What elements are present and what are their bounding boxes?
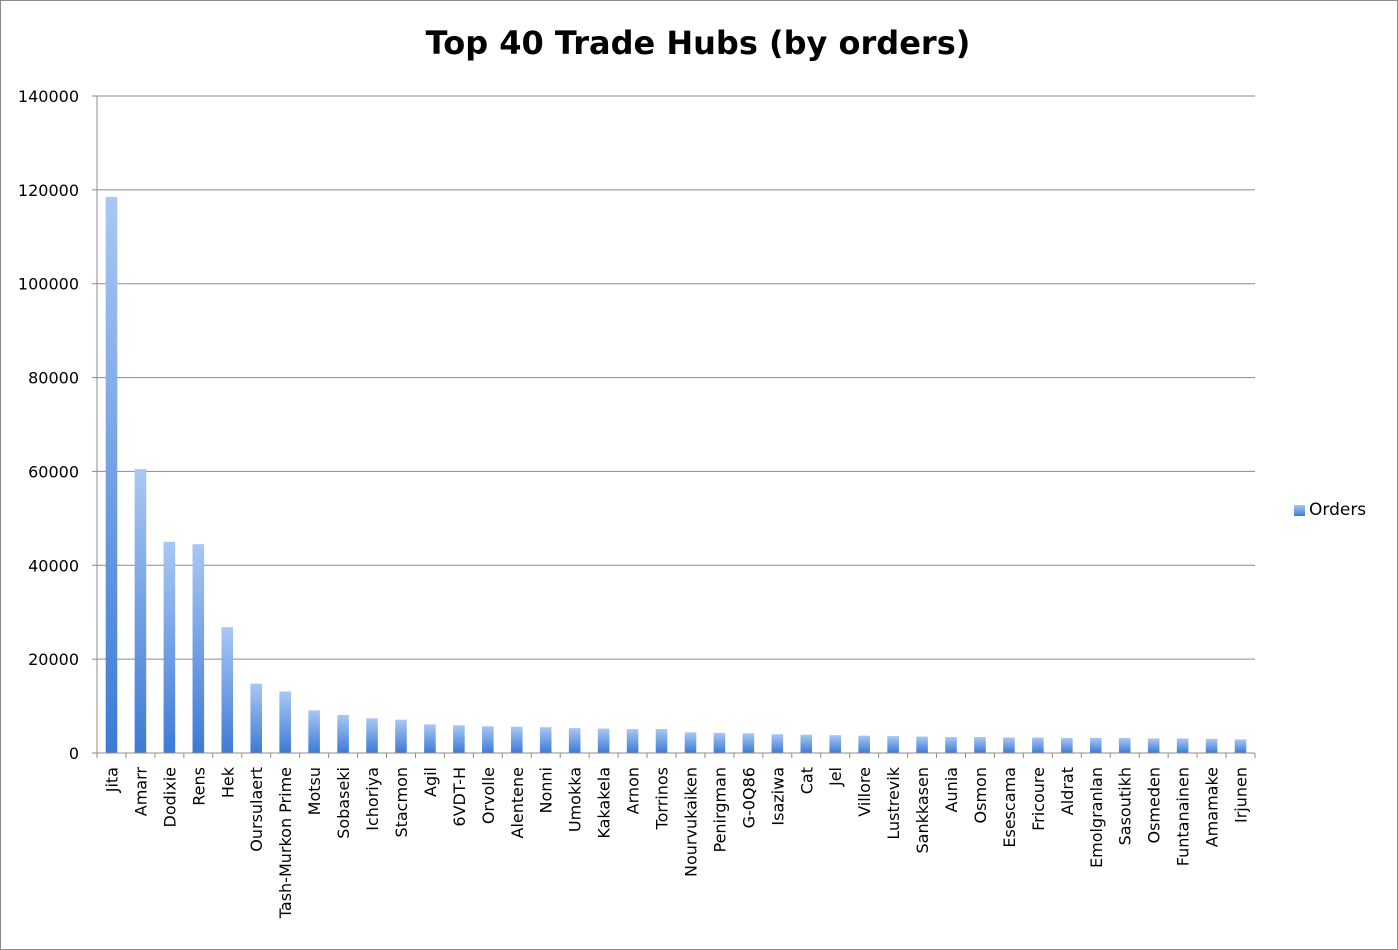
x-tick-label: Amarr (131, 767, 150, 817)
x-tick-label: Villore (855, 767, 874, 817)
bar-motsu (308, 710, 320, 753)
bar-stacmon (395, 719, 407, 753)
bar-amarr (134, 469, 147, 753)
x-tick-label: Rens (189, 767, 208, 806)
x-tick-label: Irjunen (1232, 767, 1251, 823)
bar-nonni (539, 727, 552, 753)
bar-amamake (1205, 738, 1218, 753)
x-tick-label: Sasoutikh (1116, 767, 1135, 845)
bar-jita (105, 196, 118, 753)
bar-umokka (568, 728, 581, 753)
y-axis: 0 20000 40000 60000 80000 100000 120000 140000 (18, 87, 98, 763)
gridlines (97, 95, 1255, 660)
x-tick-label: Esescama (1000, 767, 1019, 848)
x-tick-label: Osmeden (1145, 767, 1164, 844)
x-tick-label: Kakakela (595, 767, 614, 839)
y-tick-label: 140000 (18, 87, 79, 106)
bar-fricoure (1032, 737, 1044, 753)
x-tick-label: Osmon (971, 767, 990, 823)
y-tick-label: 60000 (28, 462, 79, 481)
bar-cat (800, 734, 813, 753)
x-tick-label: Amamake (1203, 767, 1222, 847)
x-tick-label: Emolgranlan (1087, 767, 1106, 868)
y-tick-label: 0 (69, 744, 79, 763)
x-tick-label: Motsu (305, 767, 324, 815)
x-tick-label: Isaziwa (768, 767, 787, 826)
y-tick-label: 120000 (18, 181, 79, 200)
x-tick-label: Nonni (537, 767, 556, 813)
x-tick-label: Aldrat (1058, 767, 1077, 815)
x-tick-label: Hek (218, 766, 237, 798)
bar-sankkasen (916, 736, 928, 753)
x-tick-label: Stacmon (392, 767, 411, 838)
x-tick-label: Orvolle (479, 767, 498, 824)
x-axis: Jita Amarr Dodixie Rens Hek Oursulaert Tash-Mu… (96, 752, 1256, 919)
legend: Orders (1294, 500, 1366, 520)
legend-label-orders: Orders (1309, 500, 1367, 520)
bar-osmeden (1147, 738, 1160, 753)
x-tick-label: Torrinos (653, 767, 672, 830)
y-tick-label: 80000 (28, 369, 79, 388)
bars (105, 196, 1247, 753)
x-tick-label: Fricoure (1029, 767, 1048, 831)
bar-aldrat (1061, 737, 1073, 753)
bar-rens (192, 544, 205, 753)
x-tick-label: Dodixie (160, 767, 179, 827)
bar-irjunen (1234, 739, 1247, 753)
bar-osmon (974, 737, 986, 753)
x-tick-label: Lustrevik (884, 766, 903, 839)
bar-aunia (945, 737, 957, 753)
bar-jel (829, 735, 842, 753)
bar-oursulaert (250, 683, 263, 753)
bar-g-0q86 (742, 733, 755, 753)
bar-villore (858, 735, 870, 753)
bar-agil (424, 724, 436, 753)
x-tick-label: Alentene (508, 767, 527, 838)
x-tick-label: 6VDT-H (450, 767, 469, 827)
y-tick-label: 100000 (18, 275, 79, 294)
y-tick-label: 20000 (28, 650, 79, 669)
bar-dodixie (163, 541, 176, 753)
x-tick-label: Funtanainen (1174, 767, 1193, 866)
x-tick-label: Umokka (566, 767, 585, 832)
x-tick-label: Arnon (624, 767, 643, 814)
y-tick-label: 40000 (28, 556, 79, 575)
bar-isaziwa (771, 734, 784, 753)
bar-kakakela (597, 728, 610, 753)
x-tick-label: Nourvukaiken (681, 767, 700, 877)
x-tick-label: Ichoriya (363, 767, 382, 831)
x-tick-label: Sankkasen (913, 767, 932, 853)
x-tick-label: Penirgman (710, 767, 729, 853)
chart-title: Top 40 Trade Hubs (by orders) (425, 24, 971, 62)
bar-emolgranlan (1089, 737, 1102, 753)
bar-nourvukaiken (684, 732, 697, 753)
bar-esescama (1003, 737, 1015, 753)
bar-sobaseki (337, 714, 349, 753)
x-tick-label: Sobaseki (334, 767, 353, 839)
bar-sasoutikh (1118, 737, 1131, 753)
bar-arnon (626, 729, 639, 753)
x-tick-label: Agil (421, 767, 440, 797)
x-tick-label: Jita (102, 767, 121, 793)
bar-tash-murkon-prime (279, 691, 291, 753)
x-tick-label: Cat (797, 767, 816, 794)
bar-torrinos (655, 729, 668, 753)
bar-funtanainen (1176, 738, 1189, 753)
bar-orvolle (482, 726, 494, 753)
bar-alentene (510, 726, 523, 753)
x-tick-label: Tash-Murkon Prime (276, 767, 295, 919)
x-tick-label: Aunia (942, 767, 961, 812)
x-tick-label: G-0Q86 (739, 767, 758, 828)
bar-6vdt-h (453, 725, 465, 753)
bar-ichoriya (366, 718, 378, 753)
x-tick-label: Oursulaert (247, 767, 266, 852)
bar-penirgman (713, 732, 726, 753)
bar-hek (221, 627, 234, 753)
bar-lustrevik (887, 736, 899, 753)
legend-swatch (1294, 504, 1305, 516)
x-tick-label: Jel (826, 767, 845, 787)
